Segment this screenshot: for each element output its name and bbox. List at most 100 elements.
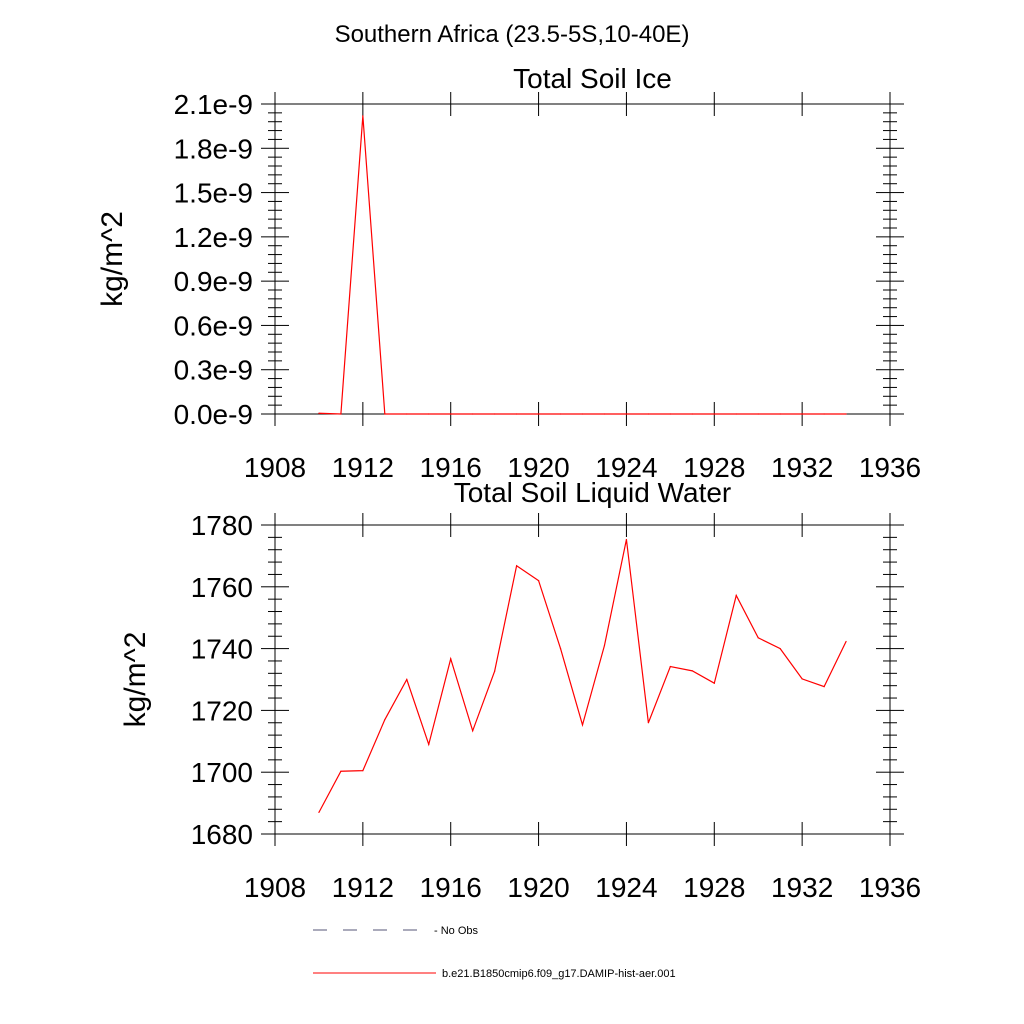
x-tick-label: 1932: [771, 872, 833, 903]
data-point: [713, 413, 715, 415]
y-ticks: 1680 1700 1720 1740 1760 1780: [191, 510, 904, 850]
data-point: [340, 413, 342, 415]
x-tick-label: 1916: [420, 872, 482, 903]
data-point: [603, 413, 606, 415]
data-point: [691, 413, 693, 415]
y-tick-label: 1.5e-9: [174, 178, 253, 209]
legend: - No Obs b.e21.B1850cmip6.f09_g17.DAMIP-h…: [313, 925, 676, 980]
x-tick-label: 1932: [771, 452, 833, 483]
data-point: [428, 413, 430, 415]
legend-item-2: b.e21.B1850cmip6.f09_g17.DAMIP-hist-aer.…: [313, 968, 676, 980]
data-point: [384, 413, 386, 415]
data-point: [757, 637, 759, 639]
data-point: [406, 413, 408, 415]
data-point: [801, 678, 803, 680]
data-point: [318, 811, 320, 813]
y-tick-label: 1700: [191, 757, 253, 788]
y-axis-label: kg/m^2: [119, 632, 152, 728]
plot-frame: [274, 103, 891, 415]
data-point: [823, 686, 825, 688]
data-point: [603, 644, 606, 647]
y-tick-label: 0.3e-9: [174, 355, 253, 386]
y-tick-label: 1760: [191, 572, 253, 603]
y-tick-label: 1720: [191, 695, 253, 726]
y-axis-label: kg/m^2: [96, 211, 129, 307]
x-tick-label: 1928: [683, 872, 745, 903]
data-point: [823, 413, 825, 415]
data-point: [801, 413, 803, 415]
data-point: [625, 413, 628, 415]
data-point: [340, 770, 342, 772]
y-tick-label: 1780: [191, 510, 253, 541]
y-tick-label: 1.8e-9: [174, 133, 253, 164]
x-tick-label: 1936: [859, 872, 921, 903]
data-point: [494, 670, 496, 672]
data-point: [318, 412, 320, 414]
x-tick-label: 1916: [420, 452, 482, 483]
plot-frame: [274, 524, 891, 835]
x-tick-label: 1936: [859, 452, 921, 483]
y-tick-label: 0.6e-9: [174, 310, 253, 341]
data-point: [428, 743, 430, 745]
x-tick-label: 1912: [332, 872, 394, 903]
data-point: [779, 648, 781, 650]
y-tick-label: 1680: [191, 819, 253, 850]
y-tick-label: 0.0e-9: [174, 399, 253, 430]
data-point: [494, 413, 496, 415]
data-point: [647, 413, 649, 415]
x-tick-label: 1908: [244, 872, 306, 903]
data-point: [581, 724, 584, 726]
data-point: [450, 658, 452, 660]
data-point: [450, 413, 452, 415]
data-point: [845, 640, 847, 643]
data-point: [559, 413, 562, 415]
series-line-1: [318, 115, 847, 415]
y-tick-label: 2.1e-9: [174, 89, 253, 120]
x-tick-label: 1924: [595, 452, 657, 483]
data-point: [537, 580, 540, 582]
data-point: [779, 413, 781, 415]
data-point: [581, 413, 584, 415]
series-points-1: [318, 538, 847, 813]
y-tick-label: 0.9e-9: [174, 266, 253, 297]
data-point: [735, 594, 737, 597]
data-point: [384, 719, 386, 721]
data-point: [472, 413, 474, 415]
data-point: [691, 670, 693, 672]
x-tick-label: 1924: [595, 872, 657, 903]
legend-label: b.e21.B1850cmip6.f09_g17.DAMIP-hist-aer.…: [442, 968, 676, 980]
data-point: [757, 413, 759, 415]
main-title: Southern Africa (23.5-5S,10-40E): [335, 21, 690, 48]
data-point: [647, 722, 649, 724]
x-ticks: 1908 1912 1916 1920 1924 1928 1932 1936: [244, 92, 921, 483]
data-point: [559, 648, 562, 650]
data-point: [669, 413, 671, 415]
x-tick-label: 1920: [507, 872, 569, 903]
legend-item-1: - No Obs: [313, 925, 479, 937]
data-point: [362, 770, 364, 772]
legend-label: - No Obs: [434, 925, 479, 937]
y-tick-label: 1.2e-9: [174, 222, 253, 253]
y-tick-label: 1740: [191, 634, 253, 665]
data-point: [735, 413, 737, 415]
data-point: [537, 413, 540, 415]
data-point: [669, 665, 671, 668]
data-point: [713, 682, 715, 684]
x-tick-label: 1912: [332, 452, 394, 483]
x-tick-label: 1908: [244, 452, 306, 483]
x-tick-label: 1928: [683, 452, 745, 483]
series-line-1: [318, 539, 847, 813]
panel-title: Total Soil Ice: [513, 63, 672, 94]
data-point: [845, 413, 847, 415]
panel-title: Total Soil Liquid Water: [454, 477, 732, 508]
data-point: [406, 678, 408, 681]
data-point: [362, 115, 364, 117]
y-ticks: 0.0e-9 0.3e-9 0.6e-9 0.9e-9 1.2e-9 1.5e-9 1.8e…: [174, 89, 904, 430]
x-ticks: 1908 1912 1916 1920 1924 1928 1932 1936: [244, 513, 921, 903]
x-tick-label: 1920: [507, 452, 569, 483]
data-point: [472, 730, 474, 732]
